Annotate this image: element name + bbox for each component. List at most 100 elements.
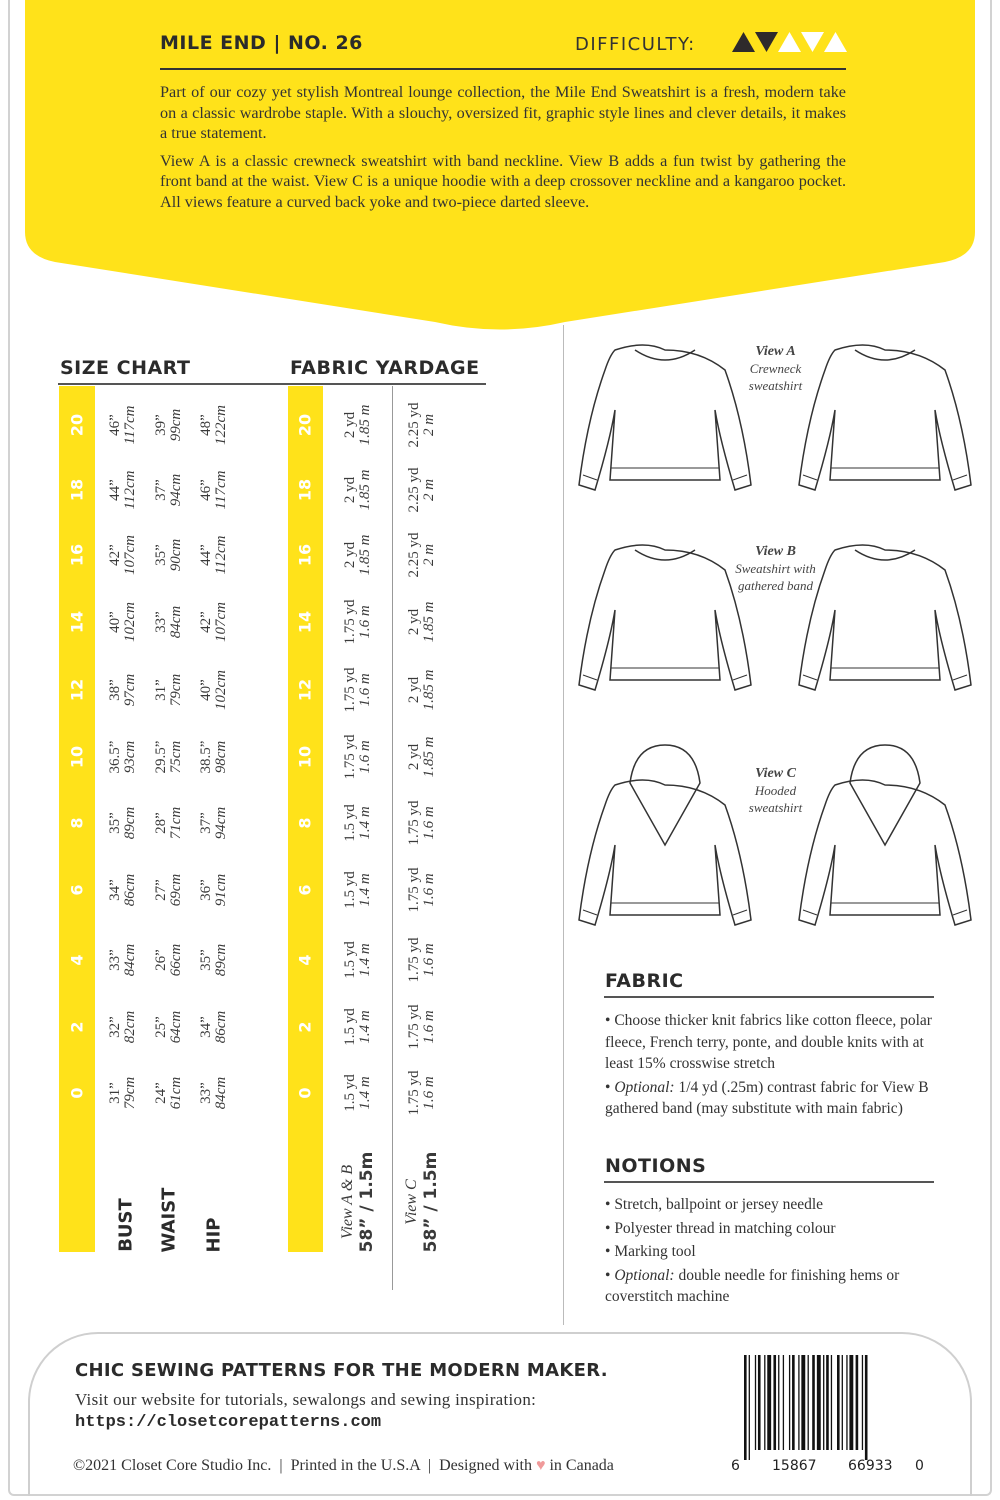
measurement-cell: 42” 107cm: [107, 535, 138, 575]
barcode-bar: [812, 1355, 815, 1450]
difficulty-triangle: [778, 32, 801, 52]
notions-list: • Stretch, ballpoint or jersey needle • P…: [605, 1194, 935, 1310]
size-band: [59, 386, 95, 1252]
measurement-cell: 48” 122cm: [198, 405, 229, 445]
barcode-bar: [782, 1355, 785, 1450]
measurement-cell: 42” 107cm: [198, 602, 229, 642]
view-width-label: View C 58” / 1.5m: [403, 1151, 441, 1252]
barcode: [744, 1355, 868, 1460]
barcode-bar: [798, 1355, 800, 1450]
size-label: 8: [295, 817, 315, 829]
garment-illustrations: [578, 344, 972, 926]
yardage-cell: 1.75 yd 1.6 m: [342, 599, 373, 645]
size-label: 14: [295, 610, 315, 634]
copyright-text: in Canada: [545, 1457, 614, 1474]
list-item: • Optional: 1/4 yd (.25m) contrast fabri…: [605, 1078, 929, 1118]
measurement-cell: 31” 79cm: [107, 1076, 138, 1110]
website-link[interactable]: https://closetcorepatterns.com: [75, 1413, 382, 1432]
barcode-bar: [855, 1355, 859, 1450]
view-a-back-illustration: [798, 344, 972, 491]
measurement-cell: 24” 61cm: [153, 1076, 184, 1110]
row-label: HIP: [203, 1217, 225, 1252]
measurement-cell: 27” 69cm: [153, 873, 184, 907]
view-a-front-illustration: [578, 344, 752, 491]
size-label: 20: [67, 413, 87, 437]
yardage-cell: 2 yd 1.85 m: [406, 601, 437, 643]
measurement-cell: 33” 84cm: [107, 943, 138, 977]
size-label: 16: [67, 543, 87, 567]
list-item: • Marking tool: [605, 1243, 696, 1260]
barcode-bar: [778, 1355, 780, 1450]
size-label: 8: [67, 817, 87, 829]
difficulty-triangle: [801, 32, 824, 52]
difficulty-triangles-icon: [732, 32, 847, 52]
view-name: View A: [755, 344, 796, 359]
measurement-cell: 33” 84cm: [198, 1076, 229, 1110]
yardage-cell: 1.75 yd 1.6 m: [342, 667, 373, 713]
barcode-bar: [826, 1355, 829, 1450]
list-item: • Polyester thread in matching colour: [605, 1219, 836, 1237]
yardage-cell: 1.75 yd 1.6 m: [406, 1070, 437, 1116]
yardage-cell: 2 yd 1.85 m: [406, 736, 437, 778]
yardage-divider: [392, 386, 393, 1290]
barcode-bar: [830, 1355, 833, 1450]
view-name: View B: [755, 544, 796, 559]
column-divider: [563, 325, 564, 1325]
barcode-bar: [788, 1355, 791, 1450]
barcode-bar: [837, 1355, 840, 1450]
tables-rule: [58, 383, 486, 385]
size-label: 0: [67, 1087, 87, 1099]
pattern-title: MILE END | NO. 26: [160, 32, 363, 54]
size-chart-title: SIZE CHART: [60, 357, 191, 379]
measurement-cell: 44” 112cm: [198, 535, 229, 575]
barcode-bar: [807, 1355, 809, 1450]
size-label: 10: [67, 745, 87, 769]
measurement-cell: 28” 71cm: [153, 806, 184, 840]
barcode-bar: [841, 1355, 843, 1450]
view-desc: Crewneck: [749, 361, 802, 376]
tagline: CHIC SEWING PATTERNS FOR THE MODERN MAKE…: [75, 1360, 608, 1381]
intro-paragraph: Part of our cozy yet stylish Montreal lo…: [160, 83, 846, 142]
size-label: 6: [295, 884, 315, 896]
barcode-bar: [767, 1355, 772, 1450]
barcode-bar: [744, 1355, 747, 1460]
barcode-bar: [792, 1355, 795, 1450]
barcode-bar: [846, 1355, 848, 1450]
measurement-cell: 34” 86cm: [198, 1010, 229, 1044]
row-label: WAIST: [158, 1187, 180, 1252]
view-b-back-illustration: [798, 544, 972, 691]
measurement-cell: 33” 84cm: [153, 605, 184, 639]
view-width-label: View A & B 58” / 1.5m: [339, 1151, 377, 1252]
barcode-digit: 6: [731, 1458, 740, 1474]
yardage-cell: 1.75 yd 1.6 m: [406, 800, 437, 846]
view-desc: gathered band: [738, 578, 813, 593]
barcode-bar: [757, 1355, 761, 1450]
notions-title: NOTIONS: [605, 1155, 707, 1177]
difficulty-triangle: [732, 32, 755, 52]
footer-box: [28, 1332, 972, 1496]
barcode-bar: [773, 1355, 777, 1450]
yardage-size-band: [288, 386, 323, 1252]
measurement-cell: 38.5” 98cm: [198, 740, 229, 774]
size-label: 14: [67, 610, 87, 634]
measurement-cell: 31” 79cm: [153, 673, 184, 707]
yardage-cell: 1.5 yd 1.4 m: [342, 1008, 373, 1046]
copyright-text: ©2021 Closet Core Studio Inc. | Printed …: [73, 1457, 536, 1474]
barcode-bar: [849, 1355, 854, 1450]
size-label: 4: [67, 954, 87, 966]
view-desc: sweatshirt: [748, 378, 803, 393]
size-label: 10: [295, 745, 315, 769]
size-label: 6: [67, 884, 87, 896]
size-label: 2: [295, 1021, 315, 1033]
difficulty-triangle: [824, 32, 847, 52]
yardage-cell: 2 yd 1.85 m: [342, 534, 373, 576]
intro-text: Part of our cozy yet stylish Montreal lo…: [160, 82, 846, 219]
measurement-cell: 46” 117cm: [198, 470, 229, 510]
barcode-bar: [861, 1355, 864, 1450]
fabric-list: • Choose thicker knit fabrics like cotto…: [605, 1010, 935, 1122]
barcode-bar: [864, 1355, 868, 1460]
barcode-bar: [816, 1355, 821, 1450]
yardage-cell: 1.75 yd 1.6 m: [406, 1004, 437, 1050]
list-item: • Stretch, ballpoint or jersey needle: [605, 1196, 824, 1213]
yardage-cell: 1.75 yd 1.6 m: [406, 937, 437, 983]
